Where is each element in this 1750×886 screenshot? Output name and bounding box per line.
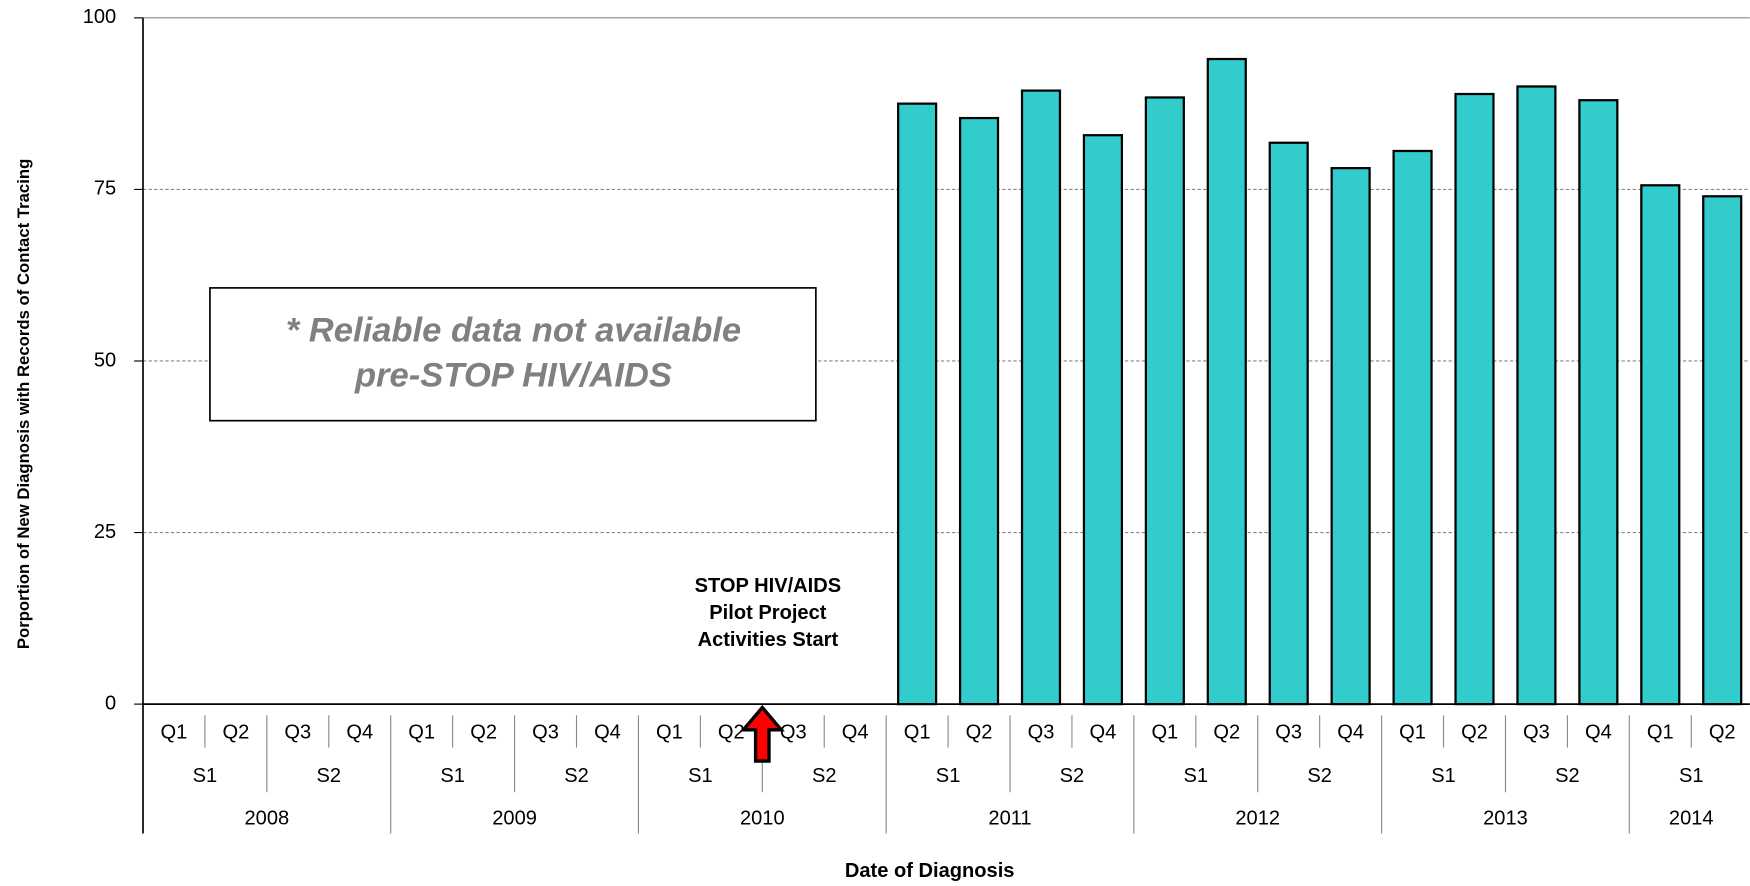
semester-label: S1: [1679, 765, 1704, 787]
x-tick-label: Q4: [1090, 721, 1117, 743]
semester-label: S1: [688, 765, 713, 787]
x-tick-label: Q2: [1213, 721, 1240, 743]
y-tick-label: 100: [83, 6, 117, 28]
x-tick-label: Q1: [656, 721, 683, 743]
bar: [1392, 149, 1433, 706]
x-tick-label: Q2: [470, 721, 497, 743]
event-text: Pilot Project: [709, 602, 826, 624]
semester-label: S2: [564, 765, 589, 787]
x-tick-label: Q4: [1585, 721, 1612, 743]
bar: [1082, 134, 1124, 706]
x-tick-label: Q2: [1461, 721, 1488, 743]
x-tick-label: Q4: [594, 721, 621, 743]
note-text: * Reliable data not available: [286, 312, 741, 350]
y-tick-label: 0: [105, 692, 116, 714]
bar: [1268, 141, 1309, 706]
year-label: 2011: [988, 807, 1031, 829]
note-text: pre-STOP HIV/AIDS: [354, 356, 672, 394]
semester-label: S1: [936, 765, 961, 787]
bar: [1702, 195, 1743, 706]
x-tick-label: Q4: [1337, 721, 1364, 743]
bar: [1020, 89, 1062, 706]
x-tick-label: Q1: [1151, 721, 1178, 743]
semester-label: S1: [1184, 765, 1209, 787]
y-axis-label: Porportion of New Diagnosis with Records…: [14, 159, 33, 649]
year-label: 2009: [492, 807, 537, 829]
semester-label: S1: [1431, 765, 1456, 787]
x-tick-label: Q4: [842, 721, 869, 743]
semester-label: S2: [1060, 765, 1085, 787]
x-tick-label: Q3: [284, 721, 311, 743]
x-tick-label: Q2: [718, 721, 745, 743]
bar: [897, 102, 938, 706]
year-label: 2012: [1235, 807, 1280, 829]
x-tick-label: Q1: [161, 721, 188, 743]
bar: [958, 116, 1000, 706]
x-tick-label: Q1: [904, 721, 931, 743]
x-tick-label: Q1: [408, 721, 435, 743]
semester-label: S2: [317, 765, 342, 787]
x-tick-label: Q2: [222, 721, 249, 743]
x-tick-label: Q2: [966, 721, 993, 743]
event-text: Activities Start: [698, 629, 839, 651]
year-label: 2014: [1669, 807, 1714, 829]
semester-label: S1: [193, 765, 218, 787]
bar: [1144, 96, 1185, 706]
x-tick-label: Q3: [1275, 721, 1302, 743]
semester-label: S1: [440, 765, 465, 787]
x-tick-label: Q3: [780, 721, 807, 743]
year-label: 2008: [245, 807, 290, 829]
x-tick-label: Q3: [1028, 721, 1055, 743]
semester-label: S2: [1307, 765, 1332, 787]
x-tick-label: Q1: [1399, 721, 1426, 743]
bar: [1206, 57, 1247, 706]
year-label: 2013: [1483, 807, 1528, 829]
note-box: [209, 287, 817, 422]
event-arrow: [739, 704, 785, 763]
semester-label: S2: [1555, 765, 1580, 787]
y-tick-label: 75: [94, 178, 116, 200]
x-tick-label: Q2: [1709, 721, 1736, 743]
x-tick-label: Q3: [532, 721, 559, 743]
event-text: STOP HIV/AIDS: [695, 575, 842, 597]
semester-label: S2: [812, 765, 837, 787]
y-tick-label: 50: [94, 349, 116, 371]
bar: [1330, 167, 1371, 706]
bar: [1516, 85, 1557, 706]
x-axis-label: Date of Diagnosis: [845, 860, 1015, 882]
y-tick-label: 25: [94, 521, 116, 543]
bar: [1640, 184, 1681, 706]
x-tick-label: Q1: [1647, 721, 1674, 743]
bar: [1578, 99, 1619, 706]
year-label: 2010: [740, 807, 785, 829]
x-tick-label: Q3: [1523, 721, 1550, 743]
bar: [1454, 92, 1495, 706]
x-tick-label: Q4: [346, 721, 373, 743]
